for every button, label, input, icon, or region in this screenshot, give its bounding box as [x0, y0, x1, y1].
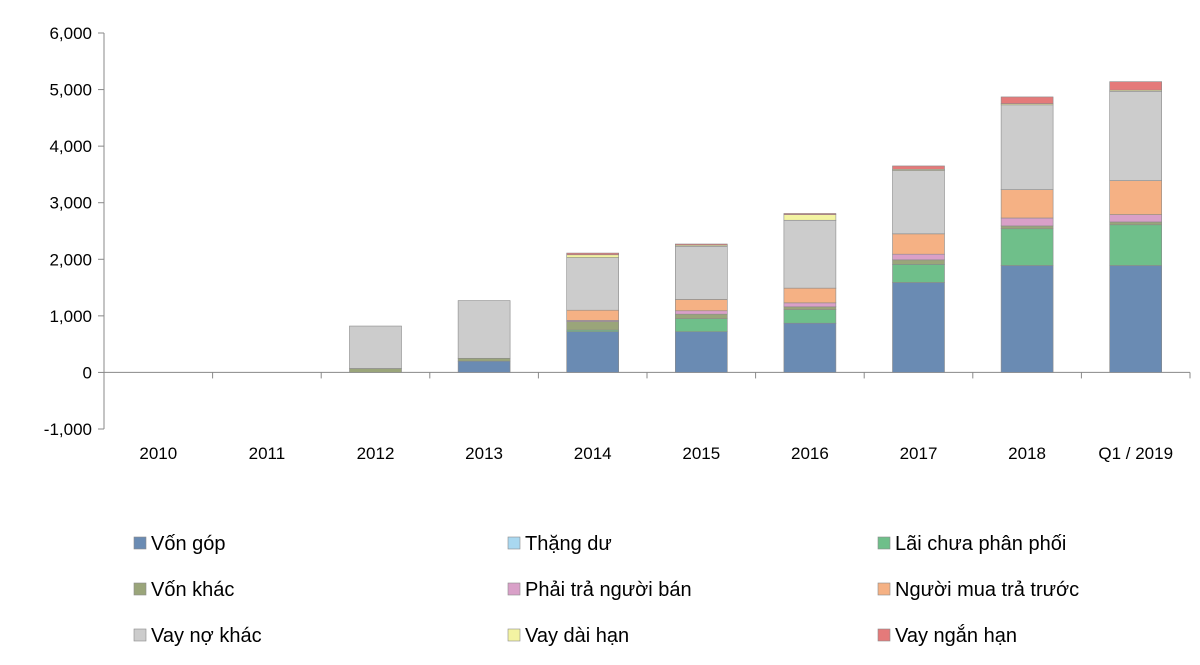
bar-segment	[1109, 90, 1162, 181]
legend-label: Vay nợ khác	[151, 625, 262, 647]
bar-segment	[674, 299, 728, 312]
bar-segment	[1109, 180, 1162, 215]
bar-segment	[892, 170, 945, 235]
y-tick-label: 1,000	[49, 307, 92, 326]
bar-segment	[457, 360, 511, 373]
x-tick-label: 2013	[465, 444, 503, 463]
legend-label: Người mua trả trước	[895, 579, 1079, 601]
bar-segment	[1000, 217, 1054, 227]
bar-segment	[349, 368, 402, 373]
legend-swatch	[133, 628, 147, 642]
bar-segment	[1000, 104, 1054, 191]
legend-label: Thặng dư	[525, 533, 612, 555]
bar-segment	[892, 282, 945, 373]
bar-segment	[783, 287, 837, 304]
x-tick-label: 2012	[357, 444, 395, 463]
bar-segment	[783, 322, 837, 373]
bar-segment	[1109, 214, 1162, 223]
bar-segment	[892, 253, 945, 261]
bar-segment	[892, 233, 945, 255]
bar-segment	[1000, 96, 1054, 105]
bar-segment	[1109, 81, 1162, 91]
bar-segment	[566, 321, 620, 331]
legend-swatch	[877, 582, 891, 596]
bars-layer	[349, 81, 1162, 373]
bar-segment	[674, 310, 728, 315]
legend-swatch	[507, 582, 521, 596]
bar-segment	[674, 313, 728, 319]
bar-segment	[674, 331, 728, 373]
bar-segment	[783, 309, 837, 324]
bar-segment	[349, 325, 402, 369]
x-tick-label: 2014	[574, 444, 612, 463]
bar-segment	[674, 243, 728, 246]
legend: Vốn góp Thặng dư Lãi chưa phân phối Vốn khá…	[133, 533, 1079, 647]
legend-swatch	[877, 628, 891, 642]
bar-segment	[1000, 228, 1054, 266]
legend-label: Phải trả người bán	[525, 579, 692, 601]
y-tick-label: 0	[83, 363, 92, 382]
y-tick-label: 5,000	[49, 81, 92, 100]
bar-segment	[783, 219, 837, 289]
bar-segment	[1109, 221, 1162, 226]
legend-label: Vốn khác	[151, 579, 234, 601]
legend-label: Lãi chưa phân phối	[895, 533, 1066, 555]
bar-segment	[566, 254, 620, 258]
y-tick-label: 3,000	[49, 194, 92, 213]
bar-segment	[566, 331, 620, 373]
bar-segment	[457, 300, 511, 359]
bar-segment	[1000, 265, 1054, 373]
y-tick-label: 6,000	[49, 24, 92, 43]
bar-segment	[674, 318, 728, 332]
legend-swatch	[507, 536, 521, 550]
x-tick-label: 2018	[1008, 444, 1046, 463]
y-tick-label: 4,000	[49, 137, 92, 156]
y-tick-label: -1,000	[44, 420, 92, 439]
legend-swatch	[507, 628, 521, 642]
bar-segment	[566, 309, 620, 321]
x-tick-label: 2015	[682, 444, 720, 463]
tick-labels: -1,000 0 1,000 2,000 3,000 4,000 5,000 6,000 201…	[44, 24, 1173, 463]
legend-label: Vay dài hạn	[525, 625, 629, 647]
bar-segment	[457, 357, 511, 362]
bar-segment	[783, 214, 837, 221]
bar-segment	[1000, 189, 1054, 219]
legend-label: Vay ngắn hạn	[895, 624, 1017, 647]
x-tick-label: 2010	[139, 444, 177, 463]
bar-segment	[783, 306, 837, 310]
bar-segment	[674, 245, 728, 300]
legend-swatch	[133, 582, 147, 596]
y-tick-label: 2,000	[49, 250, 92, 269]
x-tick-label: Q1 / 2019	[1098, 444, 1173, 463]
bar-segment	[566, 257, 620, 311]
x-tick-label: 2011	[249, 444, 286, 463]
bar-segment	[566, 252, 620, 256]
legend-label: Vốn góp	[151, 533, 226, 555]
bar-segment	[1000, 225, 1054, 230]
legend-swatch	[133, 536, 147, 550]
x-tick-label: 2017	[900, 444, 938, 463]
bar-segment	[892, 264, 945, 283]
bar-segment	[1109, 265, 1162, 373]
bar-segment	[783, 213, 837, 215]
bar-segment	[1109, 224, 1162, 266]
bar-segment	[892, 259, 945, 265]
bar-segment	[892, 165, 945, 170]
legend-swatch	[877, 536, 891, 550]
bar-segment	[783, 302, 837, 308]
x-tick-label: 2016	[791, 444, 829, 463]
